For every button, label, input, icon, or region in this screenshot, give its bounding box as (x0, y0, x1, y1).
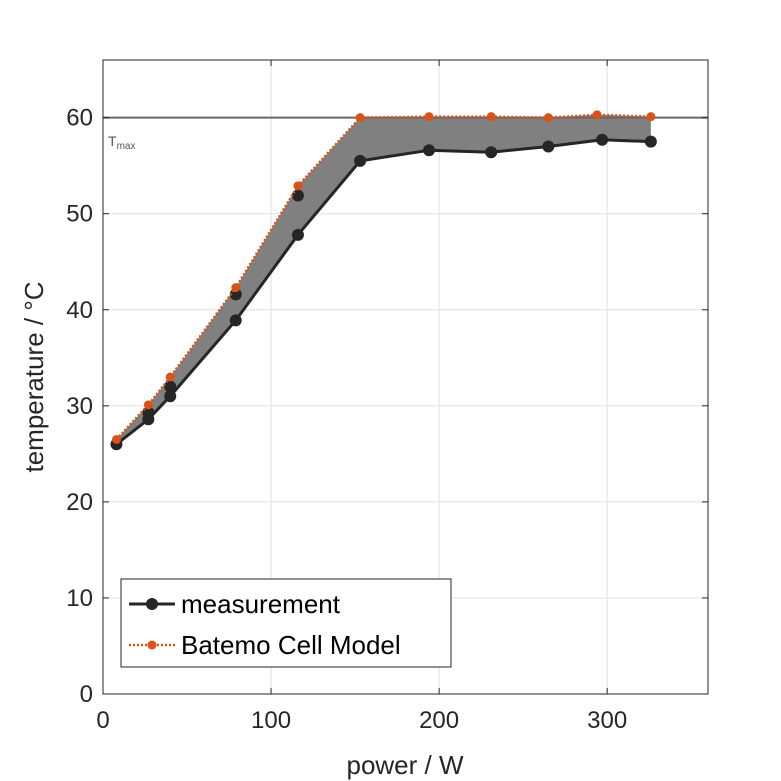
y-tick-label: 40 (66, 297, 93, 324)
legend: measurement Batemo Cell Model (120, 578, 452, 668)
x-tick-label: 0 (96, 707, 109, 734)
measurement-point (164, 380, 177, 393)
y-axis-label: temperature / °C (19, 281, 49, 472)
model-point (111, 434, 121, 444)
x-tick-label: 300 (587, 707, 627, 734)
series-layer (110, 110, 657, 451)
tmax-reference: Tmax (103, 116, 708, 152)
measurement-point (229, 314, 242, 327)
model-point (543, 113, 553, 123)
model-point (293, 181, 303, 191)
model-point (646, 112, 656, 122)
legend-model-label: Batemo Cell Model (181, 630, 401, 660)
measurement-point (542, 140, 555, 153)
model-point (165, 372, 175, 382)
measurement-point (423, 144, 436, 157)
model-point (231, 283, 241, 293)
legend-measurement-marker (146, 598, 158, 610)
measurement-point (644, 135, 657, 148)
measurement-point (354, 154, 367, 167)
x-axis-label: power / W (346, 750, 463, 780)
model-point (592, 110, 602, 120)
y-tick-label: 60 (66, 105, 93, 132)
measurement-point (485, 146, 498, 159)
legend-measurement-label: measurement (181, 589, 341, 619)
x-tick-label: 100 (251, 707, 291, 734)
tmax-label: Tmax (108, 133, 135, 152)
y-tick-label: 50 (66, 201, 93, 228)
y-tick-label: 10 (66, 585, 93, 612)
measurement-point (164, 390, 177, 403)
model-point (355, 113, 365, 123)
x-tick-label: 200 (419, 707, 459, 734)
y-tick-label: 0 (80, 681, 93, 708)
axis-ticks: 0 100 200 300 0 10 20 30 40 50 60 (66, 60, 708, 734)
plot-frame (102, 59, 709, 695)
model-point (424, 112, 434, 122)
y-tick-label: 20 (66, 489, 93, 516)
model-point (143, 400, 153, 410)
legend-box (120, 578, 452, 668)
legend-model-marker (147, 640, 157, 650)
model-point (486, 112, 496, 122)
measurement-point (596, 133, 609, 146)
measurement-point (291, 228, 304, 241)
y-tick-label: 30 (66, 393, 93, 420)
